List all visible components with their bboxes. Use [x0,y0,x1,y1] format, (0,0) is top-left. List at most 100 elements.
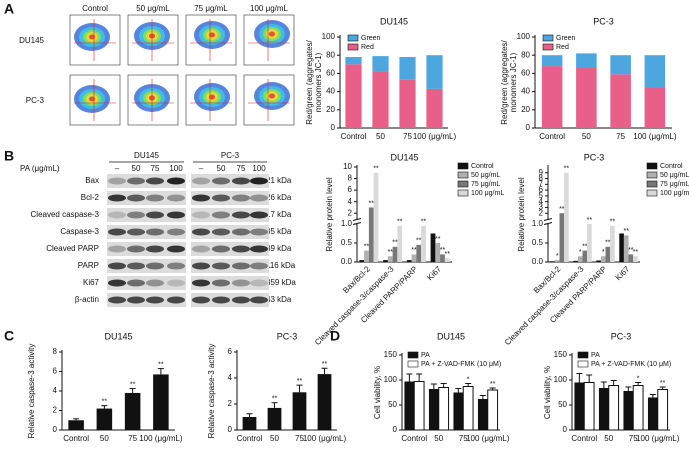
x-tick-label: 100 (μg/mL) [413,132,457,141]
chart-title: DU145 [390,152,418,162]
x-tick-label: 100 (μg/mL) [636,434,680,443]
bar [430,233,436,262]
blot-lane-label: 100 [252,164,266,173]
x-tick-label: 75 [128,434,137,443]
blot-band [127,211,145,219]
significance-mark: ** [421,219,427,226]
flow-density [209,32,215,38]
bar [633,256,638,262]
blot-band [146,177,164,185]
blot-band [212,296,230,304]
y-tick-label: 0 [393,425,398,434]
y-axis-label: Relative protein level [325,177,334,251]
x-tick-label: 75 [616,132,625,141]
legend-label: 50 μg/mL [471,172,500,179]
blot-band [146,262,164,270]
blot-protein-label: Bcl-2 [81,193,100,202]
blot-band [232,194,250,202]
bar [564,172,569,262]
significance-mark: ** [322,361,328,368]
bar [587,224,592,262]
bar [453,392,464,430]
legend-swatch [457,162,469,170]
bar [541,66,563,128]
blot-band [108,211,126,219]
bar [576,53,597,68]
bar [373,172,379,262]
blot-size-label: 21 kDa [266,176,292,185]
bar [242,417,257,430]
y-tick-label: 150 [384,350,398,359]
blot-band [167,296,185,304]
legend-swatch [542,43,554,51]
y-tick-label: 7 [539,179,544,188]
legend-label: 75 μg/mL [471,181,500,188]
y-tick-label: 8 [53,347,58,356]
legend-label: Green [556,35,576,42]
blot-band [232,279,250,287]
significance-mark: ** [388,249,394,256]
blot-protein-label: Bax [85,176,99,185]
blot-band [212,194,230,202]
y-tick-label: 0 [228,425,233,434]
blot-protein-label: β-actin [75,295,99,304]
blot-band [250,279,268,287]
blot-lane-label: 75 [237,164,246,173]
y-tick-label: 50 [388,400,397,409]
blot-treatment-label: PA (μg/mL) [20,164,60,173]
y-axis-label: Cell viability, % [543,366,552,419]
bar [421,225,426,262]
blot-band [167,279,185,287]
y-tick-label: 4 [539,197,544,206]
bar [345,57,362,65]
blot-band [127,279,145,287]
bar [623,391,634,430]
blot-size-label: 43 kDa [266,295,292,304]
bar [623,235,629,262]
legend-swatch [646,180,658,188]
blot-band [250,177,268,185]
bar [345,64,362,128]
y-tick-label: 4 [53,386,58,395]
significance-mark: * [556,253,559,260]
blot-band [127,228,145,236]
blot-band [167,194,185,202]
blot-band [108,245,126,253]
blot-band [212,245,230,253]
significance-mark: ** [559,206,565,213]
legend-label: 50 μg/mL [660,172,689,179]
legend-label: PA [591,352,600,359]
y-tick-label: 6 [53,367,58,376]
chart-title: DU145 [437,331,465,341]
y-tick-label: 6 [228,347,233,356]
bar [608,385,620,431]
y-axis-label: Red/green (aggregates/ [305,39,314,124]
legend-label: PA + Z-VAD-FMK (10 μM) [591,361,671,368]
legend-swatch [646,162,658,170]
blot-band [146,211,164,219]
x-tick-label: 75 [403,132,412,141]
bar [413,381,425,431]
bar [610,225,615,262]
x-tick-label: 100 (μg/mL) [139,434,183,443]
blot-band [232,211,250,219]
blot-band [250,245,268,253]
blot-lane-label: – [199,164,204,173]
flow-density [89,34,95,40]
blot-group-label: PC-3 [221,151,240,160]
axis-break-mark [543,218,553,221]
blot-band [108,296,126,304]
blot-band [232,177,250,185]
bar [364,250,369,262]
legend-swatch [457,171,469,179]
y-tick-label: 0 [563,425,568,434]
blot-band [127,262,145,270]
axis-break-mark [352,218,362,221]
blot-band [232,296,250,304]
panel-letter: C [4,328,14,344]
blot-band [167,228,185,236]
flow-row-label: PC-3 [26,96,45,105]
bar [383,260,388,262]
bar [541,55,563,67]
significance-mark: ** [605,240,611,247]
